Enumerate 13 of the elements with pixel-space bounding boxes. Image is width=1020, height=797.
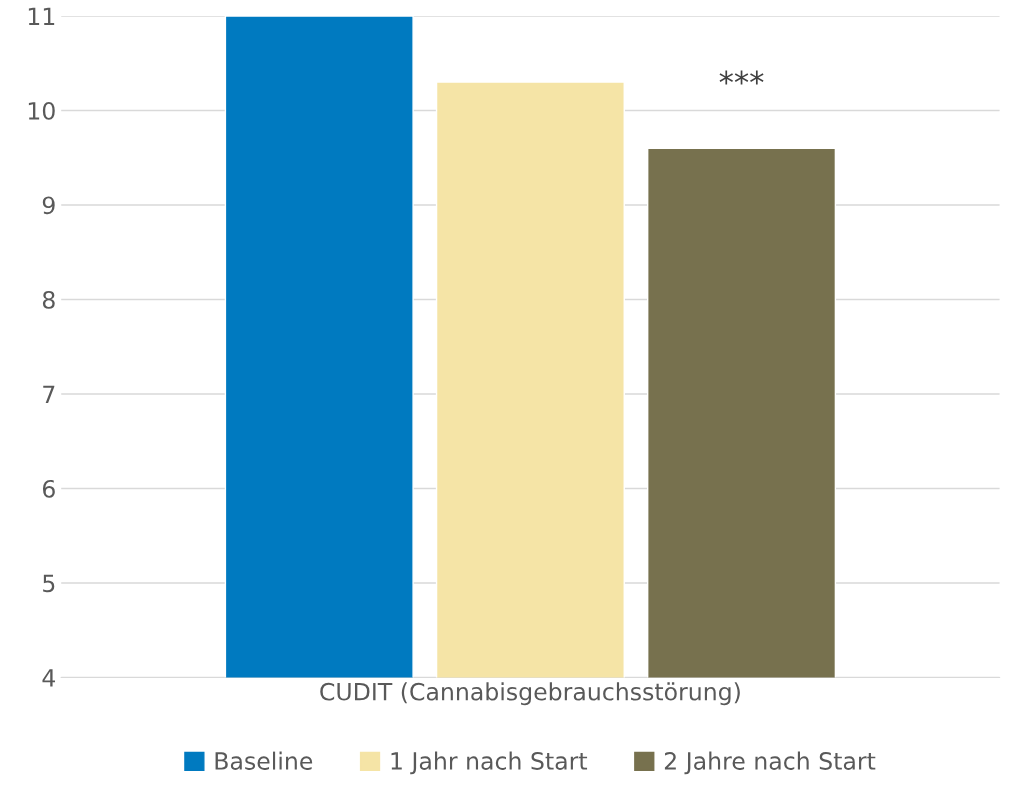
y-tick-label: 11 xyxy=(28,7,55,25)
y-tick-label: 7 xyxy=(43,385,55,403)
legend-label: 2 Jahre nach Start xyxy=(664,751,876,775)
legend-label: Baseline xyxy=(215,751,313,770)
annotation: *** xyxy=(719,70,764,85)
x-tick-label: CUDIT (Cannabisgebrauchsstörung) xyxy=(320,682,740,706)
y-tick-label: 9 xyxy=(42,196,55,215)
y-tick-label: 4 xyxy=(42,669,56,687)
y-tick-label: 10 xyxy=(28,101,55,120)
y-tick-label: 8 xyxy=(42,290,55,309)
legend-label: 1 Jahr nach Start xyxy=(391,751,588,775)
y-tick-label: 5 xyxy=(43,574,55,593)
y-tick-label: 6 xyxy=(42,479,55,498)
